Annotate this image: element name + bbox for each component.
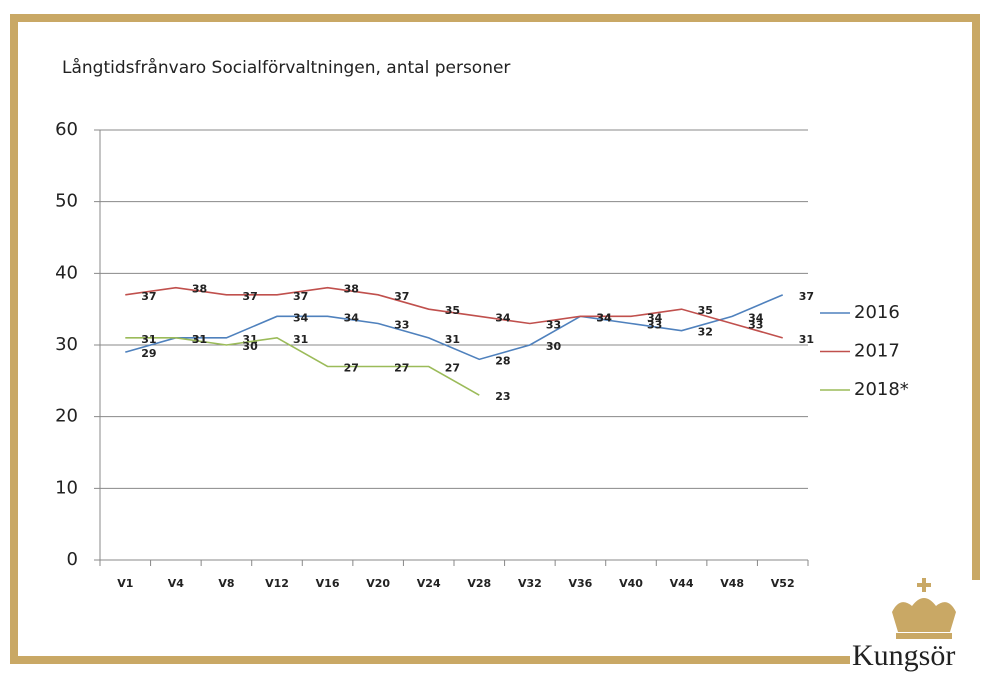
- data-label: 37: [242, 290, 257, 303]
- x-tick-label: V48: [720, 577, 744, 590]
- data-label: 27: [344, 362, 359, 375]
- data-label: 37: [799, 290, 814, 303]
- y-tick-label: 30: [55, 334, 78, 355]
- data-label: 31: [192, 333, 207, 346]
- data-label: 30: [546, 340, 562, 353]
- series-line: [125, 294, 784, 361]
- data-label: 33: [748, 319, 763, 332]
- logo-text: Kungsör: [852, 639, 955, 672]
- data-label: 27: [394, 362, 409, 375]
- data-label: 30: [242, 340, 258, 353]
- data-label: 31: [799, 333, 814, 346]
- frame: [10, 14, 980, 664]
- legend-label: 2016: [854, 302, 900, 323]
- data-label: 31: [293, 333, 308, 346]
- chart-title: Långtidsfrånvaro Socialförvaltningen, an…: [62, 57, 510, 78]
- series-line: [125, 337, 480, 396]
- data-label: 35: [698, 304, 713, 317]
- data-label: 35: [445, 304, 460, 317]
- x-tick-label: V44: [670, 577, 694, 590]
- data-label: 31: [141, 333, 156, 346]
- data-label: 34: [647, 311, 663, 324]
- data-label: 31: [445, 333, 460, 346]
- x-tick-label: V12: [265, 577, 289, 590]
- data-label: 33: [394, 319, 409, 332]
- legend-label: 2017: [854, 341, 900, 362]
- logo-crown: [892, 578, 956, 639]
- legend-label: 2018*: [854, 379, 909, 400]
- data-label: 34: [344, 311, 360, 324]
- x-tick-label: V32: [518, 577, 542, 590]
- data-label: 33: [546, 319, 561, 332]
- x-tick-label: V1: [117, 577, 133, 590]
- x-tick-label: V52: [771, 577, 795, 590]
- data-label: 32: [698, 326, 713, 339]
- data-label: 27: [445, 362, 460, 375]
- data-label: 33: [647, 319, 662, 332]
- data-label: 37: [394, 290, 409, 303]
- y-tick-label: 50: [55, 191, 78, 212]
- x-tick-label: V40: [619, 577, 643, 590]
- x-tick-label: V28: [467, 577, 491, 590]
- data-label: 34: [495, 311, 511, 324]
- data-label: 23: [495, 390, 510, 403]
- x-tick-label: V4: [168, 577, 185, 590]
- data-label: 38: [344, 283, 359, 296]
- data-label: 34: [596, 311, 612, 324]
- data-label: 28: [495, 354, 510, 367]
- data-label: 37: [141, 290, 156, 303]
- data-label: 37: [293, 290, 308, 303]
- data-label: 38: [192, 283, 207, 296]
- y-tick-label: 20: [55, 406, 78, 427]
- y-tick-label: 10: [55, 477, 78, 498]
- y-tick-label: 40: [55, 262, 78, 283]
- x-tick-label: V8: [218, 577, 234, 590]
- x-tick-label: V36: [569, 577, 593, 590]
- data-label: 34: [748, 311, 764, 324]
- x-tick-label: V16: [316, 577, 340, 590]
- series-line: [125, 286, 783, 339]
- data-label: 34: [293, 311, 309, 324]
- data-label: 31: [192, 333, 207, 346]
- y-tick-label: 0: [67, 549, 78, 570]
- data-label: 34: [596, 311, 612, 324]
- x-tick-label: V20: [366, 577, 390, 590]
- data-label: 29: [141, 347, 156, 360]
- y-tick-label: 60: [55, 119, 78, 140]
- x-tick-label: V24: [417, 577, 441, 590]
